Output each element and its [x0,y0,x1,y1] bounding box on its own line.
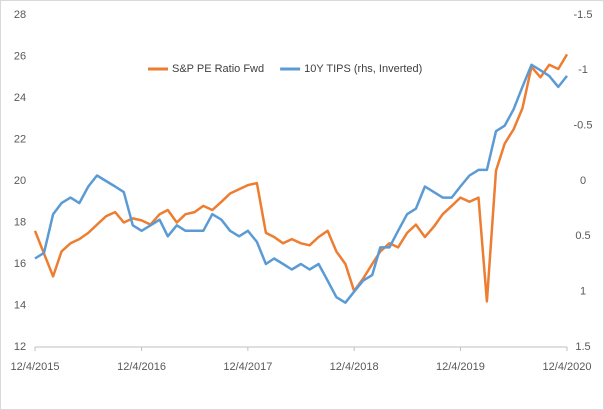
y-tick-label: 26 [14,50,26,62]
legend-label: S&P PE Ratio Fwd [172,63,264,75]
y2-tick-label: 0.5 [575,230,590,242]
series-line [33,53,569,303]
x-tick-label: 12/4/2018 [330,361,379,373]
y2-tick-label: 1.5 [575,341,590,353]
y-tick-label: 20 [14,175,26,187]
y-tick-label: 16 [14,258,26,270]
x-tick-label: 12/4/2017 [223,361,272,373]
y-tick-label: 24 [14,92,26,104]
y-tick-label: 12 [14,341,26,353]
x-tick-label: 12/4/2015 [11,361,60,373]
y2-tick-label: -1 [578,64,588,76]
y-tick-label: 18 [14,216,26,228]
y2-tick-label: 1 [580,286,586,298]
y-tick-label: 28 [14,9,26,21]
legend-label: 10Y TIPS (rhs, Inverted) [304,63,422,75]
x-tick-label: 12/4/2016 [117,361,166,373]
y2-tick-label: 0 [580,175,586,187]
y-tick-label: 14 [14,299,26,311]
x-tick-label: 12/4/2019 [436,361,485,373]
y2-tick-label: -1.5 [574,9,593,21]
y2-tick-label: -0.5 [574,120,593,132]
series-line [34,63,568,304]
x-tick-label: 12/4/2020 [543,361,592,373]
y-tick-label: 22 [14,133,26,145]
